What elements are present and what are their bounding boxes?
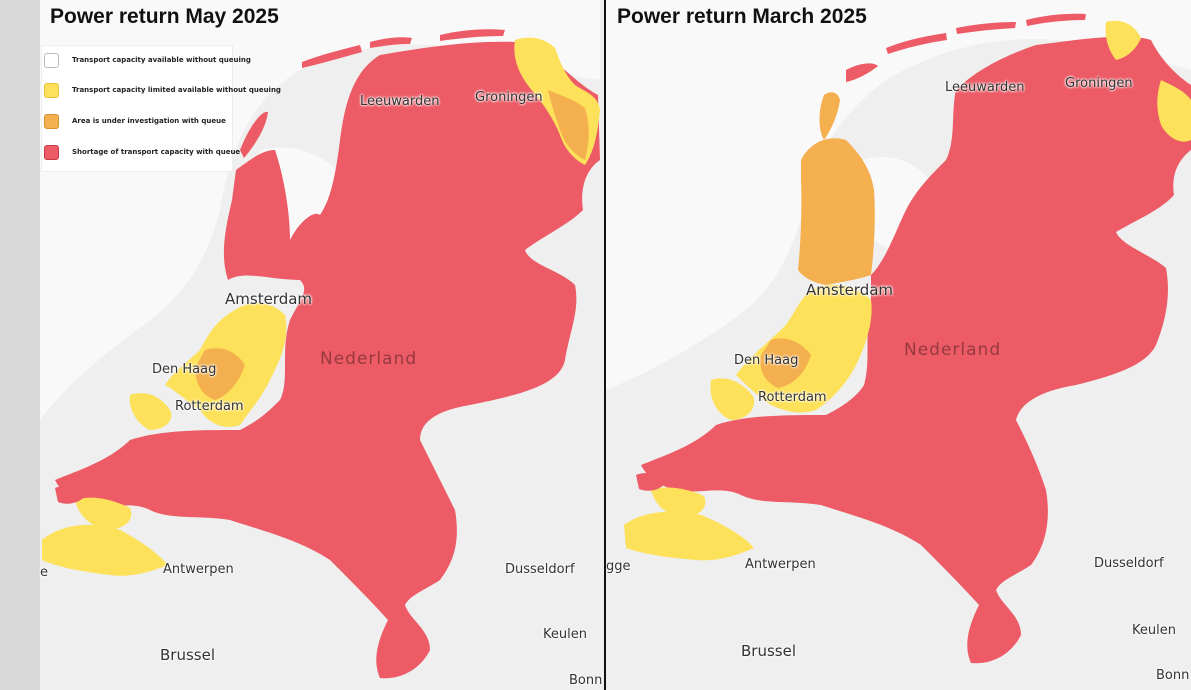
map-march-2025 — [606, 0, 1191, 690]
city-label-den-haag: Den Haag — [734, 353, 799, 368]
shortage-region — [55, 41, 600, 679]
legend-item-limited: Transport capacity limited available wit… — [44, 80, 281, 100]
city-label-dusseldorf: Dusseldorf — [505, 562, 575, 577]
map-title: Power return May 2025 — [50, 5, 279, 28]
city-label-fragment: e — [40, 565, 48, 580]
wadden-island — [956, 22, 1016, 34]
legend-label: Transport capacity limited available wit… — [72, 86, 281, 94]
sea — [606, 0, 1191, 390]
city-label-antwerpen: Antwerpen — [163, 562, 234, 577]
country-label: Nederland — [904, 340, 1002, 360]
panel-divider — [604, 0, 606, 690]
shortage-region — [641, 36, 1191, 664]
map-panel-march-2025: Power return March 2025 Leeuwarden Groni… — [606, 0, 1191, 690]
limited-region-groningen-north — [1105, 20, 1141, 60]
investigation-region-texel — [819, 92, 840, 140]
shortage-region-zeeland — [55, 486, 86, 504]
city-label-rotterdam: Rotterdam — [175, 399, 244, 414]
city-label-amsterdam: Amsterdam — [806, 281, 894, 299]
city-label-bonn: Bonn — [569, 673, 603, 688]
legend-swatch-investigation — [44, 113, 59, 129]
investigation-region-noord-holland — [798, 138, 875, 285]
limited-region-coast — [710, 378, 755, 420]
limited-region-groningen-east — [1157, 80, 1191, 142]
wadden-island — [846, 63, 878, 82]
country-label: Nederland — [320, 349, 418, 369]
limited-region-zeeland — [42, 524, 168, 576]
wadden-island — [1026, 13, 1086, 26]
city-label-dusseldorf: Dusseldorf — [1094, 556, 1164, 571]
city-label-antwerpen: Antwerpen — [745, 557, 816, 572]
legend-label: Transport capacity available without que… — [72, 56, 251, 64]
limited-region-zeeland — [624, 511, 754, 561]
wadden-island — [370, 37, 412, 48]
limited-region-zeeland-north — [75, 497, 132, 530]
investigation-region-groningen — [548, 90, 589, 160]
legend-item-investigation: Area is under investigation with queue — [44, 111, 226, 131]
city-label-brussel: Brussel — [160, 646, 215, 664]
city-label-leeuwarden: Leeuwarden — [360, 94, 440, 109]
city-label-fragment: gge — [606, 559, 631, 574]
map-legend: Transport capacity available without que… — [41, 45, 281, 172]
city-label-den-haag: Den Haag — [152, 362, 217, 377]
shortage-region-zeeland — [636, 473, 666, 491]
legend-label: Area is under investigation with queue — [72, 117, 226, 125]
legend-label: Shortage of transport capacity with queu… — [72, 148, 241, 156]
legend-swatch-shortage — [44, 144, 59, 160]
map-title: Power return March 2025 — [617, 5, 867, 28]
investigation-region-randstad — [760, 338, 811, 388]
limited-region-coast — [129, 393, 172, 430]
wadden-island — [440, 29, 505, 41]
wadden-island — [886, 33, 947, 54]
legend-item-shortage: Shortage of transport capacity with queu… — [44, 142, 240, 162]
investigation-region-randstad — [195, 348, 245, 400]
legend-item-available: Transport capacity available without que… — [44, 50, 251, 70]
city-label-amsterdam: Amsterdam — [225, 290, 313, 308]
city-label-rotterdam: Rotterdam — [758, 390, 827, 405]
city-label-bonn: Bonn — [1156, 668, 1190, 683]
limited-region-zeeland-north — [651, 487, 706, 518]
map-panel-may-2025: Power return May 2025 Transport capacity… — [0, 0, 604, 690]
wadden-island — [302, 45, 362, 68]
city-label-keulen: Keulen — [1132, 623, 1176, 638]
city-label-groningen: Groningen — [475, 90, 543, 105]
city-label-leeuwarden: Leeuwarden — [945, 80, 1025, 95]
legend-swatch-available — [44, 52, 59, 68]
side-margin — [0, 0, 40, 690]
city-label-keulen: Keulen — [543, 627, 587, 642]
city-label-groningen: Groningen — [1065, 76, 1133, 91]
texel — [240, 111, 268, 158]
legend-swatch-limited — [44, 82, 59, 98]
city-label-brussel: Brussel — [741, 642, 796, 660]
